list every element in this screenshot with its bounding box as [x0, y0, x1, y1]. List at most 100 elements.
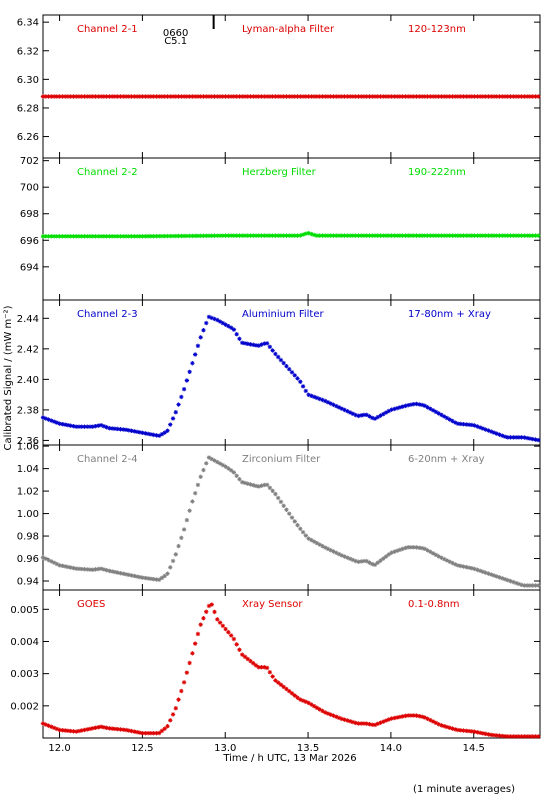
data-point [486, 571, 491, 576]
y-tick-label: 0.002 [10, 701, 39, 712]
data-point [165, 233, 170, 239]
data-point [392, 94, 397, 99]
data-point [60, 421, 65, 427]
data-point [394, 94, 400, 99]
data-point [472, 423, 477, 428]
data-point [494, 233, 499, 238]
data-point [256, 665, 261, 670]
data-point [447, 559, 452, 564]
data-point [439, 555, 444, 560]
data-point [397, 94, 403, 99]
data-point [215, 94, 220, 99]
data-point [121, 727, 126, 732]
data-point [231, 233, 237, 238]
data-point [140, 94, 145, 99]
data-point [143, 234, 148, 239]
data-point [215, 317, 220, 323]
x-tick-label: 14.5 [463, 743, 485, 754]
data-point [300, 529, 306, 535]
data-point [168, 565, 173, 570]
data-point [151, 432, 156, 438]
data-point [192, 94, 198, 99]
data-point [90, 424, 95, 429]
data-point [295, 695, 300, 700]
data-point [162, 94, 167, 99]
data-point [101, 567, 107, 572]
data-point [306, 700, 311, 706]
data-point [358, 413, 364, 418]
data-point [154, 233, 159, 239]
data-point [93, 567, 98, 572]
data-point [154, 94, 159, 99]
data-point [107, 234, 112, 239]
data-point [345, 555, 350, 560]
data-point [536, 437, 541, 443]
data-point [378, 233, 383, 238]
data-point [403, 713, 408, 719]
data-point [82, 234, 87, 239]
data-point [73, 234, 79, 239]
data-point [51, 94, 57, 99]
data-point [173, 706, 178, 711]
data-point [419, 94, 425, 99]
data-point [253, 94, 259, 99]
data-point [464, 94, 469, 99]
data-point [289, 691, 295, 696]
data-point [405, 713, 411, 718]
data-point [228, 468, 234, 473]
data-point [228, 94, 234, 99]
data-point [433, 409, 439, 415]
data-point [231, 94, 237, 99]
data-point [317, 396, 322, 402]
data-point [309, 702, 314, 707]
data-point [129, 728, 134, 734]
y-tick-label: 0.005 [10, 605, 39, 616]
data-point [364, 94, 369, 99]
data-point [264, 94, 270, 99]
data-point [455, 421, 461, 426]
data-point [281, 233, 286, 238]
data-point [49, 94, 54, 99]
data-point [322, 398, 328, 404]
data-point [187, 233, 192, 239]
data-point [181, 94, 187, 99]
data-point [375, 233, 380, 238]
data-point [444, 724, 450, 730]
data-point [322, 545, 328, 550]
data-point [458, 728, 463, 733]
data-point [347, 556, 353, 561]
data-point [486, 94, 491, 99]
data-point [145, 94, 151, 99]
data-point [173, 552, 178, 557]
data-point [206, 314, 212, 320]
data-point [497, 94, 502, 99]
data-point [145, 431, 151, 437]
data-point [334, 94, 339, 99]
data-point [477, 568, 483, 574]
data-point [500, 233, 505, 238]
data-point [170, 233, 176, 239]
data-point [389, 94, 394, 99]
data-point [309, 393, 314, 399]
data-point [488, 94, 494, 99]
data-point [57, 421, 62, 426]
data-point [284, 686, 289, 692]
data-point [220, 233, 226, 238]
x-tick-label: 12.5 [131, 743, 153, 754]
data-point [54, 94, 60, 99]
data-point [65, 94, 71, 99]
data-point [309, 537, 314, 543]
data-point [455, 563, 461, 568]
data-point [519, 582, 524, 588]
data-point [500, 576, 505, 581]
data-point [383, 554, 389, 559]
data-point [455, 727, 461, 733]
data-point [226, 94, 231, 99]
data-point [162, 233, 167, 239]
data-point [264, 341, 270, 346]
data-point [204, 320, 209, 326]
data-point [159, 575, 165, 581]
data-point [527, 734, 533, 739]
data-point [405, 233, 411, 238]
panel-frame [42, 589, 541, 739]
